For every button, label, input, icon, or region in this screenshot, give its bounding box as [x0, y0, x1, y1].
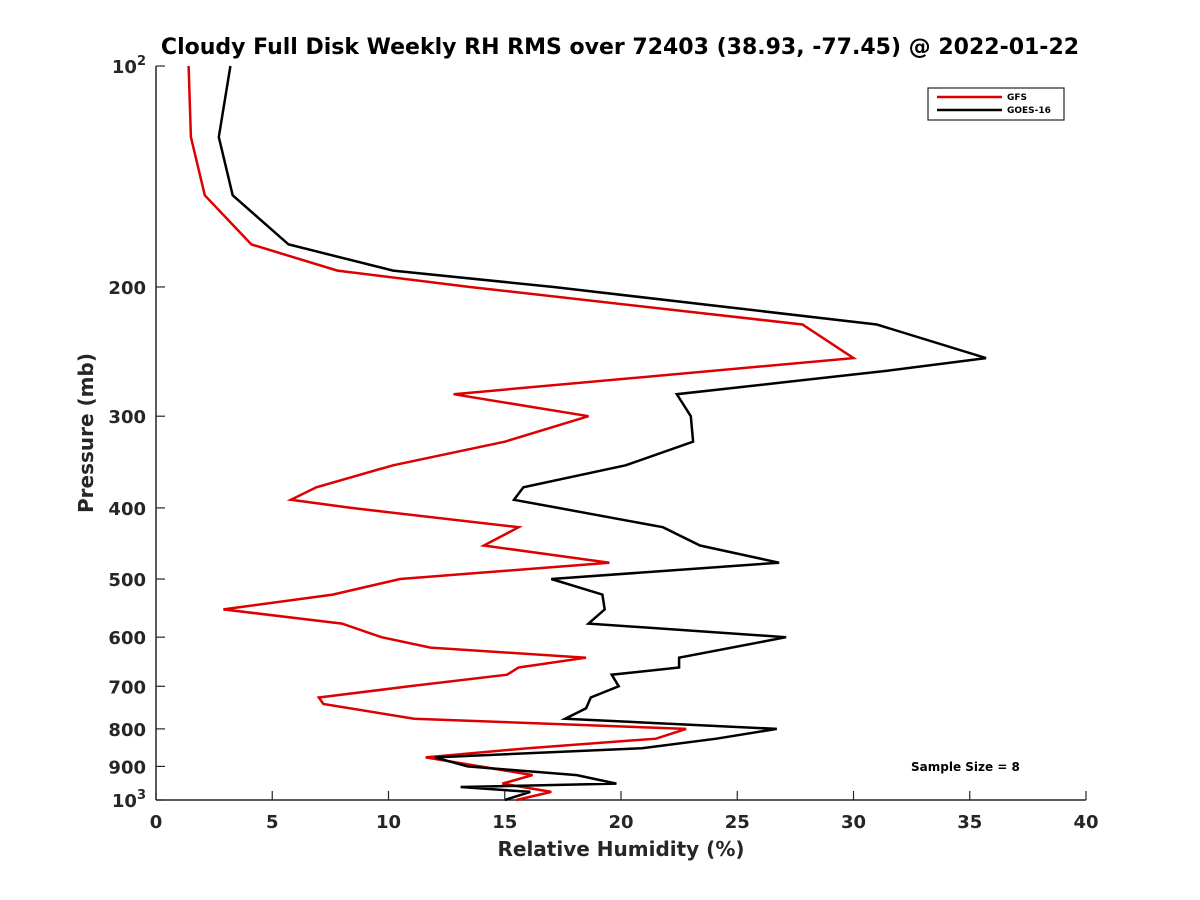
x-ticks: 0 5 10 15 20 25 30 35 40: [150, 791, 1099, 833]
legend-label-goes-16: GOES-16: [1007, 106, 1051, 116]
x-tick-label: 40: [1073, 812, 1098, 833]
x-tick-label: 25: [725, 812, 750, 833]
y-tick-label: 900: [108, 757, 146, 778]
sample-size-annotation: Sample Size = 8: [911, 760, 1020, 774]
y-tick-label: 300: [108, 407, 146, 428]
x-tick-label: 35: [957, 812, 982, 833]
y-tick-label: 600: [108, 628, 146, 649]
legend-label-gfs: GFS: [1007, 93, 1027, 103]
y-tick-label: 103: [112, 788, 146, 812]
plot-area: 0 5 10 15 20 25 30 35 40 102 200 300 400 500 600 700 80…: [108, 54, 1098, 833]
x-axis-label: Relative Humidity (%): [497, 837, 744, 861]
y-tick-label: 102: [112, 54, 146, 78]
y-tick-label: 800: [108, 720, 146, 741]
x-tick-label: 15: [492, 812, 517, 833]
y-axis-label: Pressure (mb): [74, 353, 98, 513]
y-tick-label: 400: [108, 499, 146, 520]
series-line-goes-16: [217, 65, 987, 802]
x-tick-label: 5: [266, 812, 279, 833]
x-tick-label: 10: [376, 812, 401, 833]
y-tick-label: 500: [108, 570, 146, 591]
y-tick-label: 200: [108, 278, 146, 299]
x-tick-label: 30: [841, 812, 866, 833]
x-tick-label: 0: [150, 812, 163, 833]
chart-title: Cloudy Full Disk Weekly RH RMS over 7240…: [161, 35, 1079, 60]
y-ticks: 102 200 300 400 500 600 700 800 900 103: [108, 54, 165, 812]
series-layer: [187, 65, 987, 802]
x-tick-label: 20: [608, 812, 633, 833]
legend: GFS GOES-16: [927, 87, 1065, 121]
series-line-gfs: [187, 65, 858, 802]
legend-box: [927, 87, 1065, 121]
y-tick-label: 700: [108, 677, 146, 698]
